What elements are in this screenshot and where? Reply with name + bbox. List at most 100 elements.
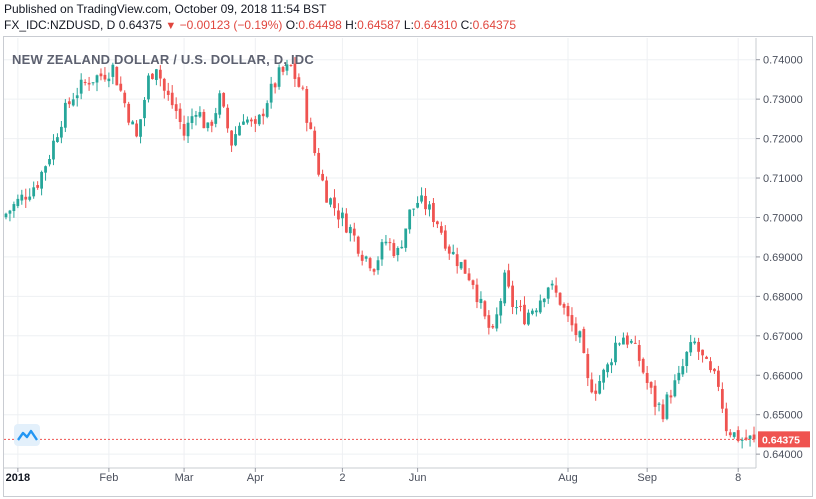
y-tick-label: 0.65000 xyxy=(763,410,803,422)
symbol-quote-line: FX_IDC:NZDUSD, D 0.64375 ▼ −0.00123 (−0.… xyxy=(4,18,516,32)
candle-body xyxy=(614,342,617,363)
candle-body xyxy=(8,210,12,214)
candle-body xyxy=(637,345,641,361)
candle-body xyxy=(538,300,542,313)
candle-body xyxy=(432,202,435,223)
candle-body xyxy=(439,226,443,233)
y-tick-label: 0.71000 xyxy=(763,173,803,185)
candle-body xyxy=(475,284,479,303)
candle-body xyxy=(139,119,142,137)
candle-body xyxy=(202,111,206,129)
candle-body xyxy=(60,126,63,138)
candle-body xyxy=(633,342,637,344)
close-value: 0.64375 xyxy=(472,18,517,32)
chart-frame[interactable] xyxy=(3,36,813,497)
candle-body xyxy=(242,121,245,125)
x-tick-label: 2018 xyxy=(6,472,30,484)
candle-body xyxy=(416,202,419,208)
candle-body xyxy=(447,246,451,254)
y-tick-label: 0.67000 xyxy=(763,331,803,343)
open-value: 0.64498 xyxy=(298,18,342,32)
chart-title: NEW ZEALAND DOLLAR / U.S. DOLLAR, D, IDC xyxy=(12,52,314,67)
candle-body xyxy=(436,221,439,225)
candle-body xyxy=(570,315,574,326)
candle-body xyxy=(622,337,625,345)
candle-body xyxy=(629,340,633,343)
candle-body xyxy=(253,119,257,124)
candle-body xyxy=(210,121,214,126)
candle-body xyxy=(693,341,697,344)
candle-body xyxy=(198,112,202,117)
candle-body xyxy=(677,372,681,381)
candle-body xyxy=(337,210,340,220)
published-note: Published on TradingView.com, October 09… xyxy=(4,2,327,16)
candle-body xyxy=(313,130,317,154)
candle-body xyxy=(582,328,586,353)
candle-body xyxy=(273,83,277,88)
candle-body xyxy=(519,305,522,307)
candle-body xyxy=(424,195,427,210)
candle-body xyxy=(618,343,621,345)
candle-body xyxy=(178,108,182,123)
candle-body xyxy=(321,173,324,181)
candle-body xyxy=(151,73,154,80)
candle-body xyxy=(194,114,198,117)
candle-body xyxy=(479,298,483,304)
candle-body xyxy=(412,208,416,210)
low-label: L: xyxy=(403,18,414,32)
candle-body xyxy=(281,66,285,72)
candle-body xyxy=(562,304,566,308)
candle-body xyxy=(499,300,503,316)
candle-body xyxy=(269,83,273,103)
x-tick-label: Aug xyxy=(558,472,578,484)
candle-body xyxy=(36,185,40,188)
candle-body xyxy=(590,379,594,393)
candle-body xyxy=(625,335,629,345)
candle-body xyxy=(657,403,661,405)
candle-body xyxy=(404,228,408,248)
down-arrow-icon: ▼ xyxy=(165,20,177,32)
candle-body xyxy=(408,209,412,230)
price-axis[interactable]: 0.74000 0.73000 0.72000 0.71000 0.70000 0.690… xyxy=(755,38,803,468)
candle-body xyxy=(653,385,657,407)
candle-body xyxy=(574,323,578,336)
candle-body xyxy=(52,140,55,160)
candle-body xyxy=(182,124,186,136)
candle-body xyxy=(732,432,736,437)
candle-body xyxy=(111,64,115,77)
time-axis[interactable]: 2018 Feb Mar Apr 2 Jun Aug Sep 8 xyxy=(4,467,756,484)
x-tick-label: Feb xyxy=(99,472,118,484)
high-value: 0.64587 xyxy=(357,18,401,32)
candles-layer xyxy=(4,57,756,449)
candle-body xyxy=(578,331,582,338)
high-label: H: xyxy=(345,18,358,32)
candle-body xyxy=(341,212,344,219)
candle-body xyxy=(697,341,700,352)
candle-body xyxy=(190,116,194,123)
candle-body xyxy=(701,349,704,356)
candle-body xyxy=(463,259,467,274)
candle-body xyxy=(709,361,712,371)
candle-body xyxy=(558,292,562,305)
candle-body xyxy=(368,258,372,269)
candle-body xyxy=(443,230,447,249)
candle-body xyxy=(641,358,645,373)
y-tick-label: 0.64000 xyxy=(763,449,803,461)
candle-body xyxy=(594,390,598,394)
candle-body xyxy=(669,395,673,398)
candle-body xyxy=(527,312,530,325)
candle-body xyxy=(752,434,756,440)
candle-body xyxy=(293,63,297,79)
x-tick-label: Apr xyxy=(247,472,264,484)
tradingview-logo-icon[interactable] xyxy=(14,424,40,446)
y-tick-label: 0.69000 xyxy=(763,252,803,264)
candle-body xyxy=(48,159,51,165)
candle-body xyxy=(598,381,602,394)
price-change: −0.00123 (−0.19%) xyxy=(179,18,283,32)
candle-body xyxy=(360,254,364,261)
candle-body xyxy=(455,254,459,267)
candle-body xyxy=(396,248,400,256)
y-tick-label: 0.73000 xyxy=(763,94,803,106)
candle-body xyxy=(400,246,404,249)
